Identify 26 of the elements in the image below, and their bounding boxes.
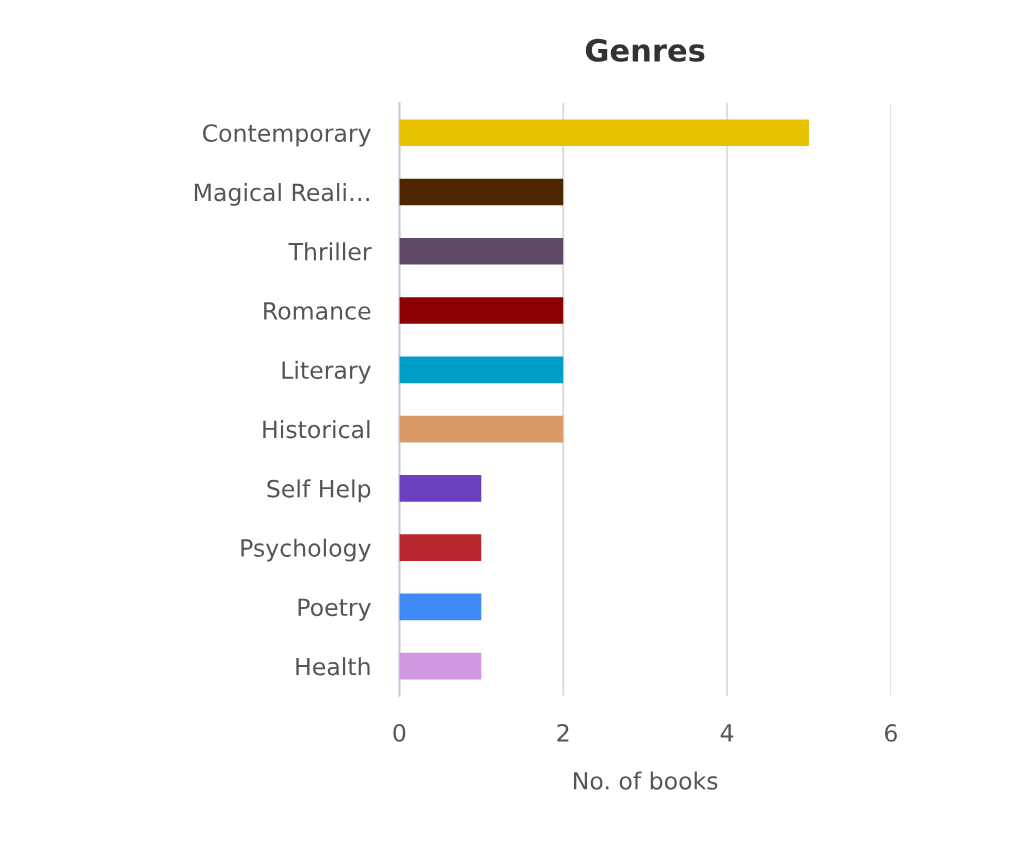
- bar: [399, 652, 482, 680]
- x-axis-title: No. of books: [574, 771, 718, 790]
- y-tick-label: Psychology: [241, 538, 371, 562]
- x-tick-label: 4: [720, 724, 734, 742]
- y-tick-label: Health: [296, 657, 370, 676]
- x-tick-label: 6: [885, 723, 897, 742]
- y-tick-label: Magical Reali…: [194, 183, 369, 206]
- y-tick-label: Historical: [263, 420, 370, 439]
- y-tick-label: Romance: [264, 302, 371, 320]
- y-tick-label: Thriller: [288, 242, 372, 261]
- y-tick-label: Poetry: [298, 598, 371, 621]
- bar: [399, 534, 482, 561]
- x-tick-label: 0: [393, 723, 406, 742]
- bar: [399, 475, 482, 502]
- y-tick-label: Literary: [282, 360, 371, 384]
- bar: [399, 119, 809, 147]
- chart-title: Genres: [585, 38, 705, 62]
- y-tick-label: Contemporary: [202, 124, 371, 147]
- bar: [399, 237, 564, 265]
- bar: [399, 415, 564, 443]
- x-tick-label: 2: [557, 723, 569, 742]
- bar: [399, 297, 564, 324]
- y-tick-label: Self Help: [267, 479, 371, 503]
- bar: [399, 356, 564, 384]
- bar: [399, 593, 482, 621]
- bar: [399, 178, 564, 206]
